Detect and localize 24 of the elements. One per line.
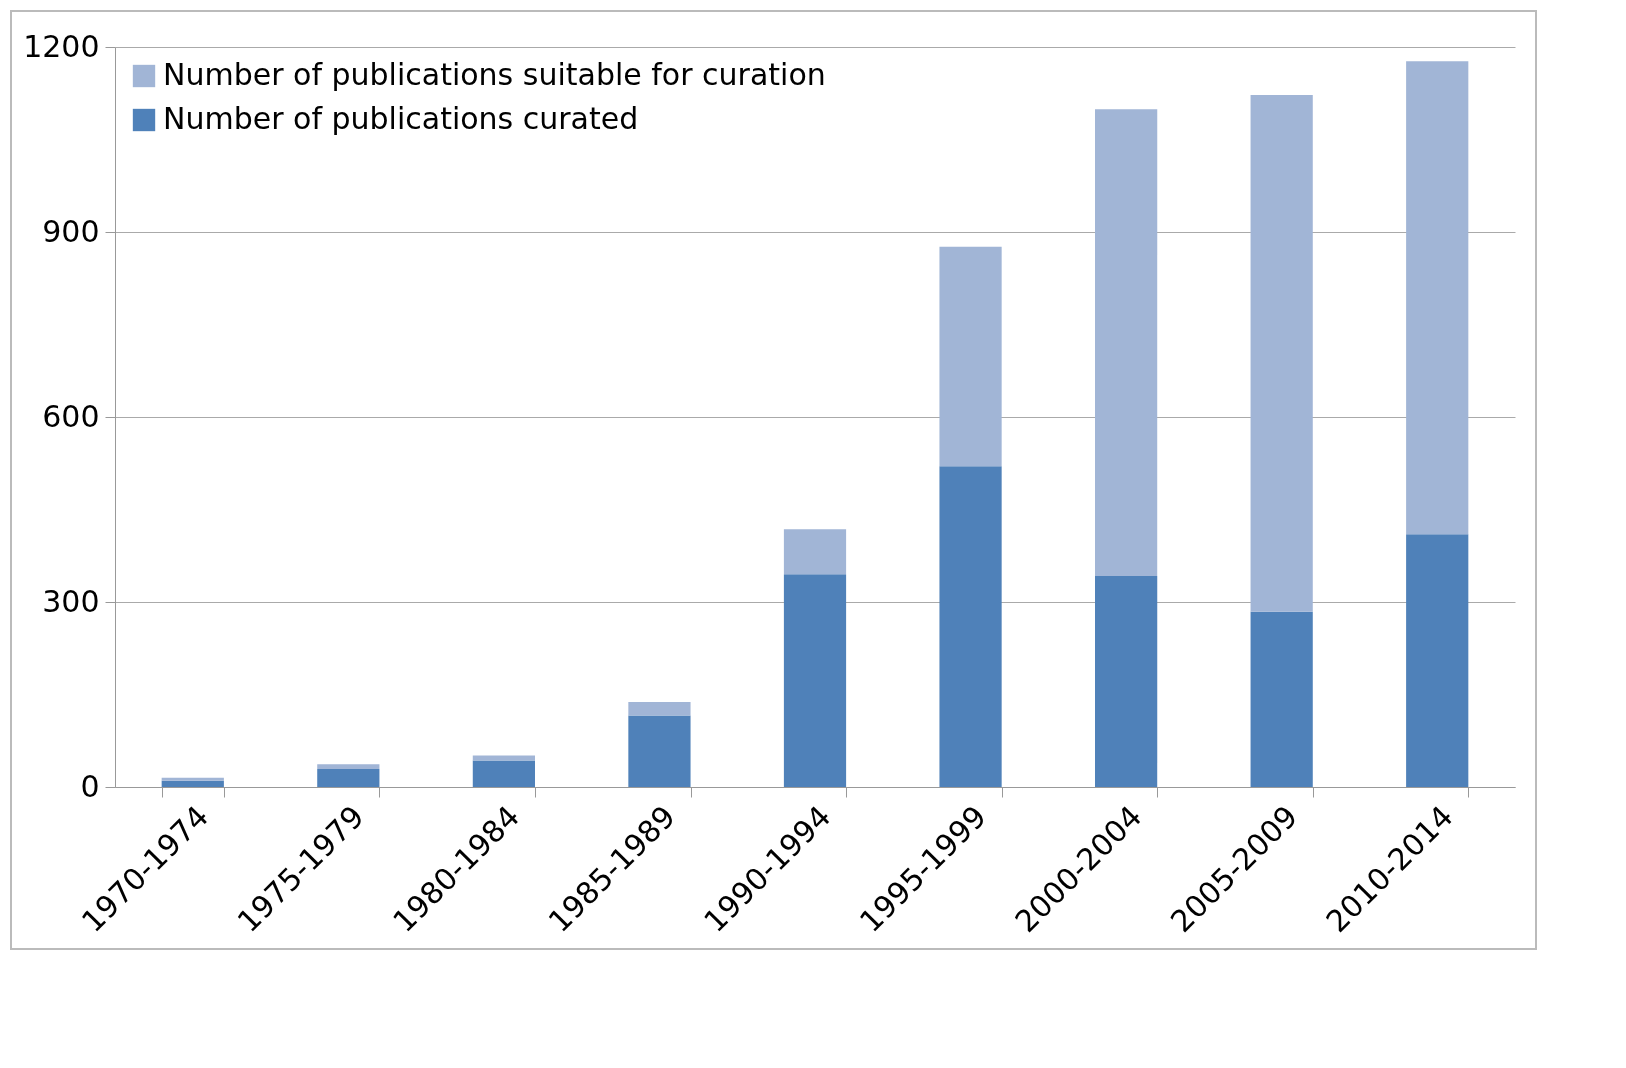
legend-label: Number of publications curated <box>163 101 639 136</box>
bar <box>939 246 1002 467</box>
bar <box>317 764 380 770</box>
legend-label: Number of publications suitable for curation <box>163 57 826 92</box>
bar <box>1406 61 1469 535</box>
bar <box>161 780 224 787</box>
bar <box>1095 109 1158 577</box>
bar <box>161 777 224 781</box>
y-tick-label: 900 <box>42 213 100 249</box>
bar <box>317 769 380 787</box>
y-tick-label: 600 <box>42 398 100 434</box>
bar <box>939 466 1002 787</box>
bar <box>783 529 847 575</box>
bar <box>1095 576 1158 787</box>
y-tick-label: 0 <box>80 768 100 804</box>
bar <box>1250 95 1313 612</box>
bar <box>628 715 691 787</box>
bar <box>628 701 691 716</box>
y-tick-label: 1200 <box>23 28 100 64</box>
bar <box>1250 611 1313 787</box>
bar <box>1406 534 1469 787</box>
y-tick-label: 300 <box>42 583 100 619</box>
bar <box>472 760 535 787</box>
bar <box>783 574 847 787</box>
